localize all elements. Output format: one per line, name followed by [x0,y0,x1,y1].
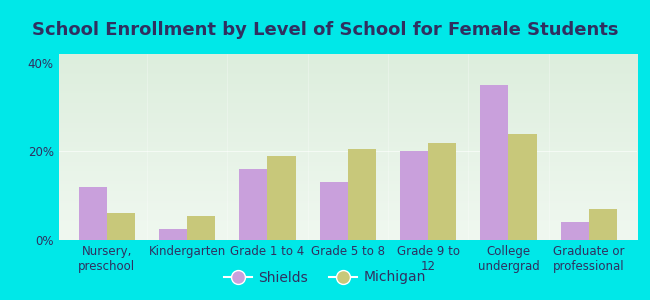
Bar [561,222,589,240]
Legend: Shields, Michigan: Shields, Michigan [218,265,432,290]
Bar [348,149,376,240]
Bar [159,229,187,240]
Bar [239,169,267,240]
Bar [400,152,428,240]
Bar [107,213,135,240]
Text: School Enrollment by Level of School for Female Students: School Enrollment by Level of School for… [32,21,618,39]
Bar [187,216,215,240]
Bar [480,85,508,240]
Bar [589,209,617,240]
Bar [267,156,296,240]
Bar [508,134,536,240]
Bar [428,142,456,240]
Bar [320,182,348,240]
Bar [79,187,107,240]
